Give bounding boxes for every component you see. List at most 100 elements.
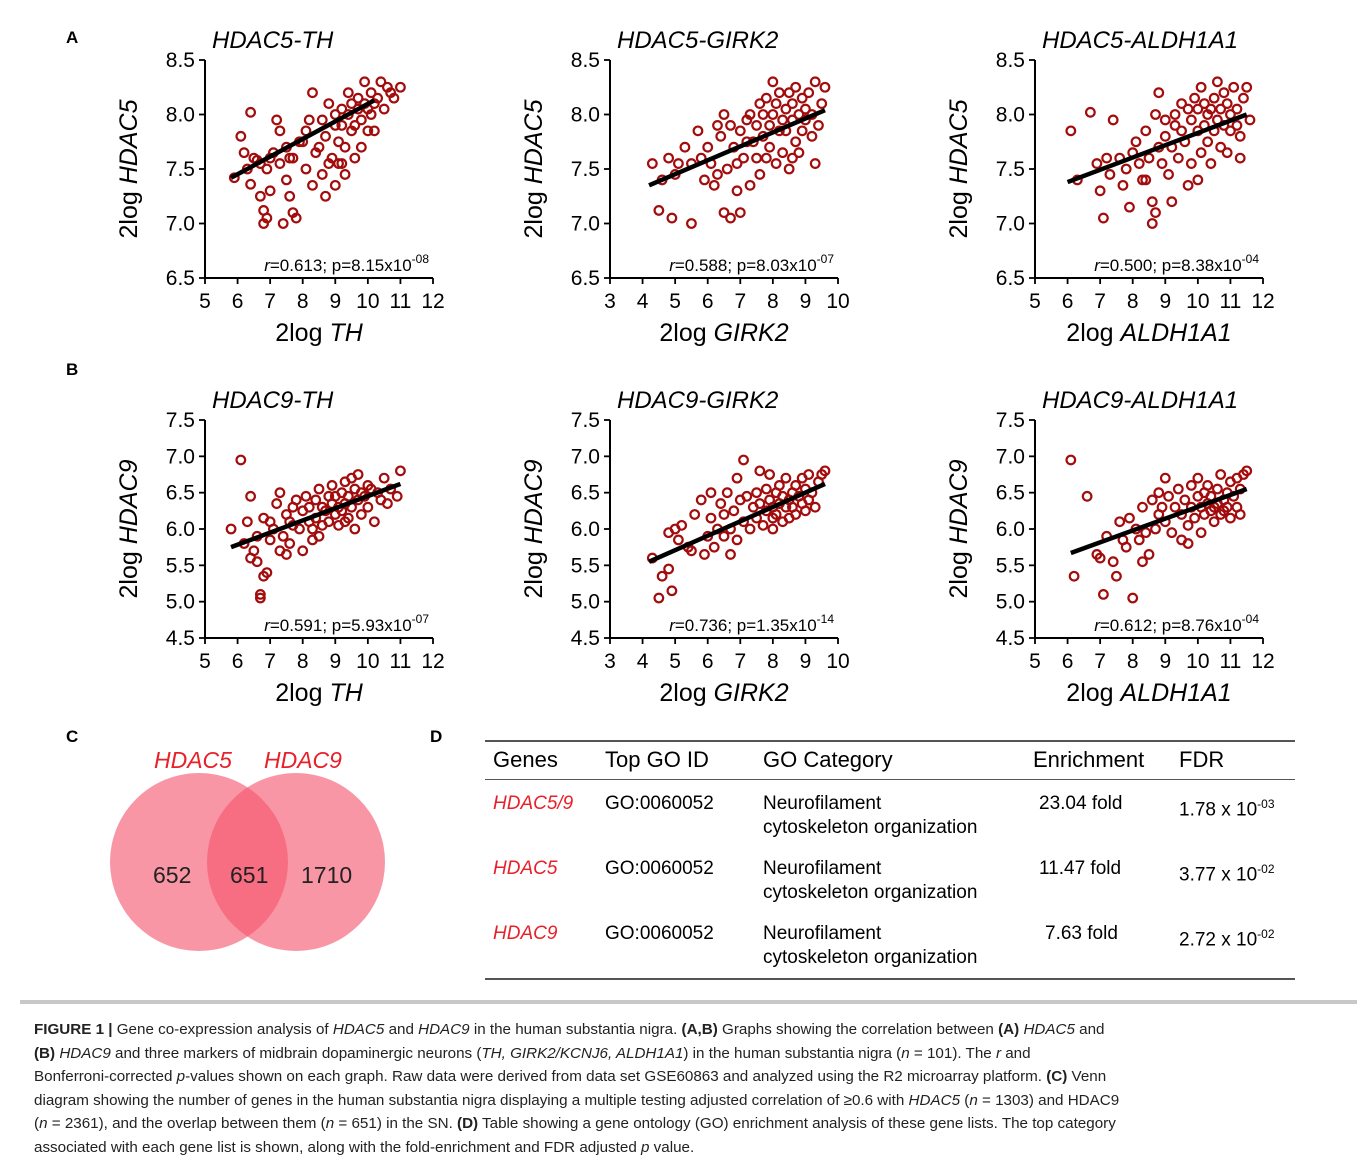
y-tick-label: 5.5 [166,554,195,577]
cell-go-id: GO:0060052 [605,858,714,879]
data-point [754,169,766,180]
x-tick-label: 6 [232,650,244,673]
caption-panel-ref: (A,B) [681,1021,718,1038]
y-axis-label-gene: HDAC9 [115,459,143,544]
chart-title: HDAC5-ALDH1A1 [1042,27,1238,54]
x-tick-label: 5 [199,650,211,673]
data-point [718,530,730,542]
cell-go-id: GO:0060052 [597,910,755,980]
data-point [796,125,808,137]
x-axis-label-prefix: 2log [1066,679,1120,707]
data-point [1143,549,1155,560]
data-point [1205,103,1217,115]
venn-circle-hdac9 [207,773,385,951]
data-point [316,114,328,126]
y-tick-label: 5.0 [996,591,1025,614]
data-point [692,125,704,137]
x-tick-label: 7 [264,290,276,313]
data-point [686,218,697,229]
data-point [352,469,364,480]
data-point [1215,141,1227,153]
data-point [751,152,762,164]
data-point [715,498,727,509]
data-point [712,119,723,131]
data-point [1182,103,1194,115]
caption-symbol: n [901,1044,910,1062]
x-tick-label: 5 [1029,650,1041,673]
data-point [702,141,714,153]
data-point [816,98,828,109]
data-point [1156,501,1168,513]
fdr-exponent: -03 [1257,797,1275,811]
venn-label-hdac9: HDAC9 [264,747,342,773]
data-point [1241,465,1253,477]
x-axis-label: 2log TH [275,679,363,707]
data-point [320,190,331,202]
caption-panel-ref: (C) [1046,1068,1068,1086]
data-point [734,125,746,137]
data-point [1244,114,1256,126]
category-line-2: cytoskeleton organization [763,817,978,838]
data-point [679,141,691,153]
data-point [281,174,292,186]
caption-text: associated with each gene list is shown,… [34,1138,641,1156]
data-point [1185,158,1197,169]
caption-figure-label: FIGURE 1 | [34,1021,113,1038]
data-point [1081,490,1093,502]
data-point [731,158,743,169]
x-tick-label: 7 [734,290,746,313]
correlation-stats: r=0.612; p=8.76x10-04 [1094,612,1259,635]
data-point [721,163,733,175]
caption-panel-ref: (B) [34,1044,56,1062]
data-point [274,487,286,499]
y-tick-label: 7.5 [166,409,195,432]
x-tick-label: 8 [297,290,309,313]
data-point [365,109,377,120]
data-point [1172,152,1184,164]
data-point [1192,174,1204,186]
data-point [770,509,782,520]
caption-text: Bonferroni-corrected [34,1068,177,1086]
x-tick-label: 8 [1127,650,1139,673]
cell-enrichment: 23.04 fold [1039,793,1123,814]
stats-value: =0.588; p=8.03x10 [675,256,817,275]
data-point [241,516,253,528]
cell-go-id: GO:0060052 [605,793,714,814]
data-point [1117,179,1129,191]
data-point [1218,87,1230,99]
y-tick-label: 5.0 [166,591,195,614]
data-point [689,509,701,520]
data-point [718,207,730,219]
x-tick-label: 12 [421,290,444,313]
data-point [362,501,374,513]
data-point [1137,556,1148,568]
stats-value: =0.591; p=5.93x10 [270,616,412,635]
data-point [764,469,776,480]
data-point [695,494,707,506]
data-point [731,534,743,546]
panel-letter-b: B [66,360,79,379]
data-point [738,454,749,466]
data-point [1124,201,1135,213]
stats-value: =0.612; p=8.76x10 [1100,616,1242,635]
data-point [1166,196,1178,208]
data-point [718,509,730,520]
cell-genes: HDAC9 [485,910,597,980]
y-tick-label: 7.0 [166,445,195,468]
data-point [760,152,772,164]
r-symbol: r [264,256,271,275]
data-point [290,494,302,506]
data-point [342,490,354,502]
venn-count-hdac5-only: 652 [153,862,192,888]
data-point [1150,207,1161,219]
x-tick-label: 3 [604,290,616,313]
x-tick-label: 6 [702,650,714,673]
data-point [264,185,276,197]
correlation-stats: r=0.591; p=5.93x10-07 [264,612,429,635]
caption-text: and three markers of midbrain dopaminerg… [110,1044,482,1062]
data-point [744,109,756,120]
chart-title: HDAC9-ALDH1A1 [1042,387,1238,414]
caption-panel-ref: (D) [457,1115,479,1133]
x-tick-label: 9 [800,650,812,673]
x-axis-label: 2log ALDH1A1 [1066,679,1231,707]
